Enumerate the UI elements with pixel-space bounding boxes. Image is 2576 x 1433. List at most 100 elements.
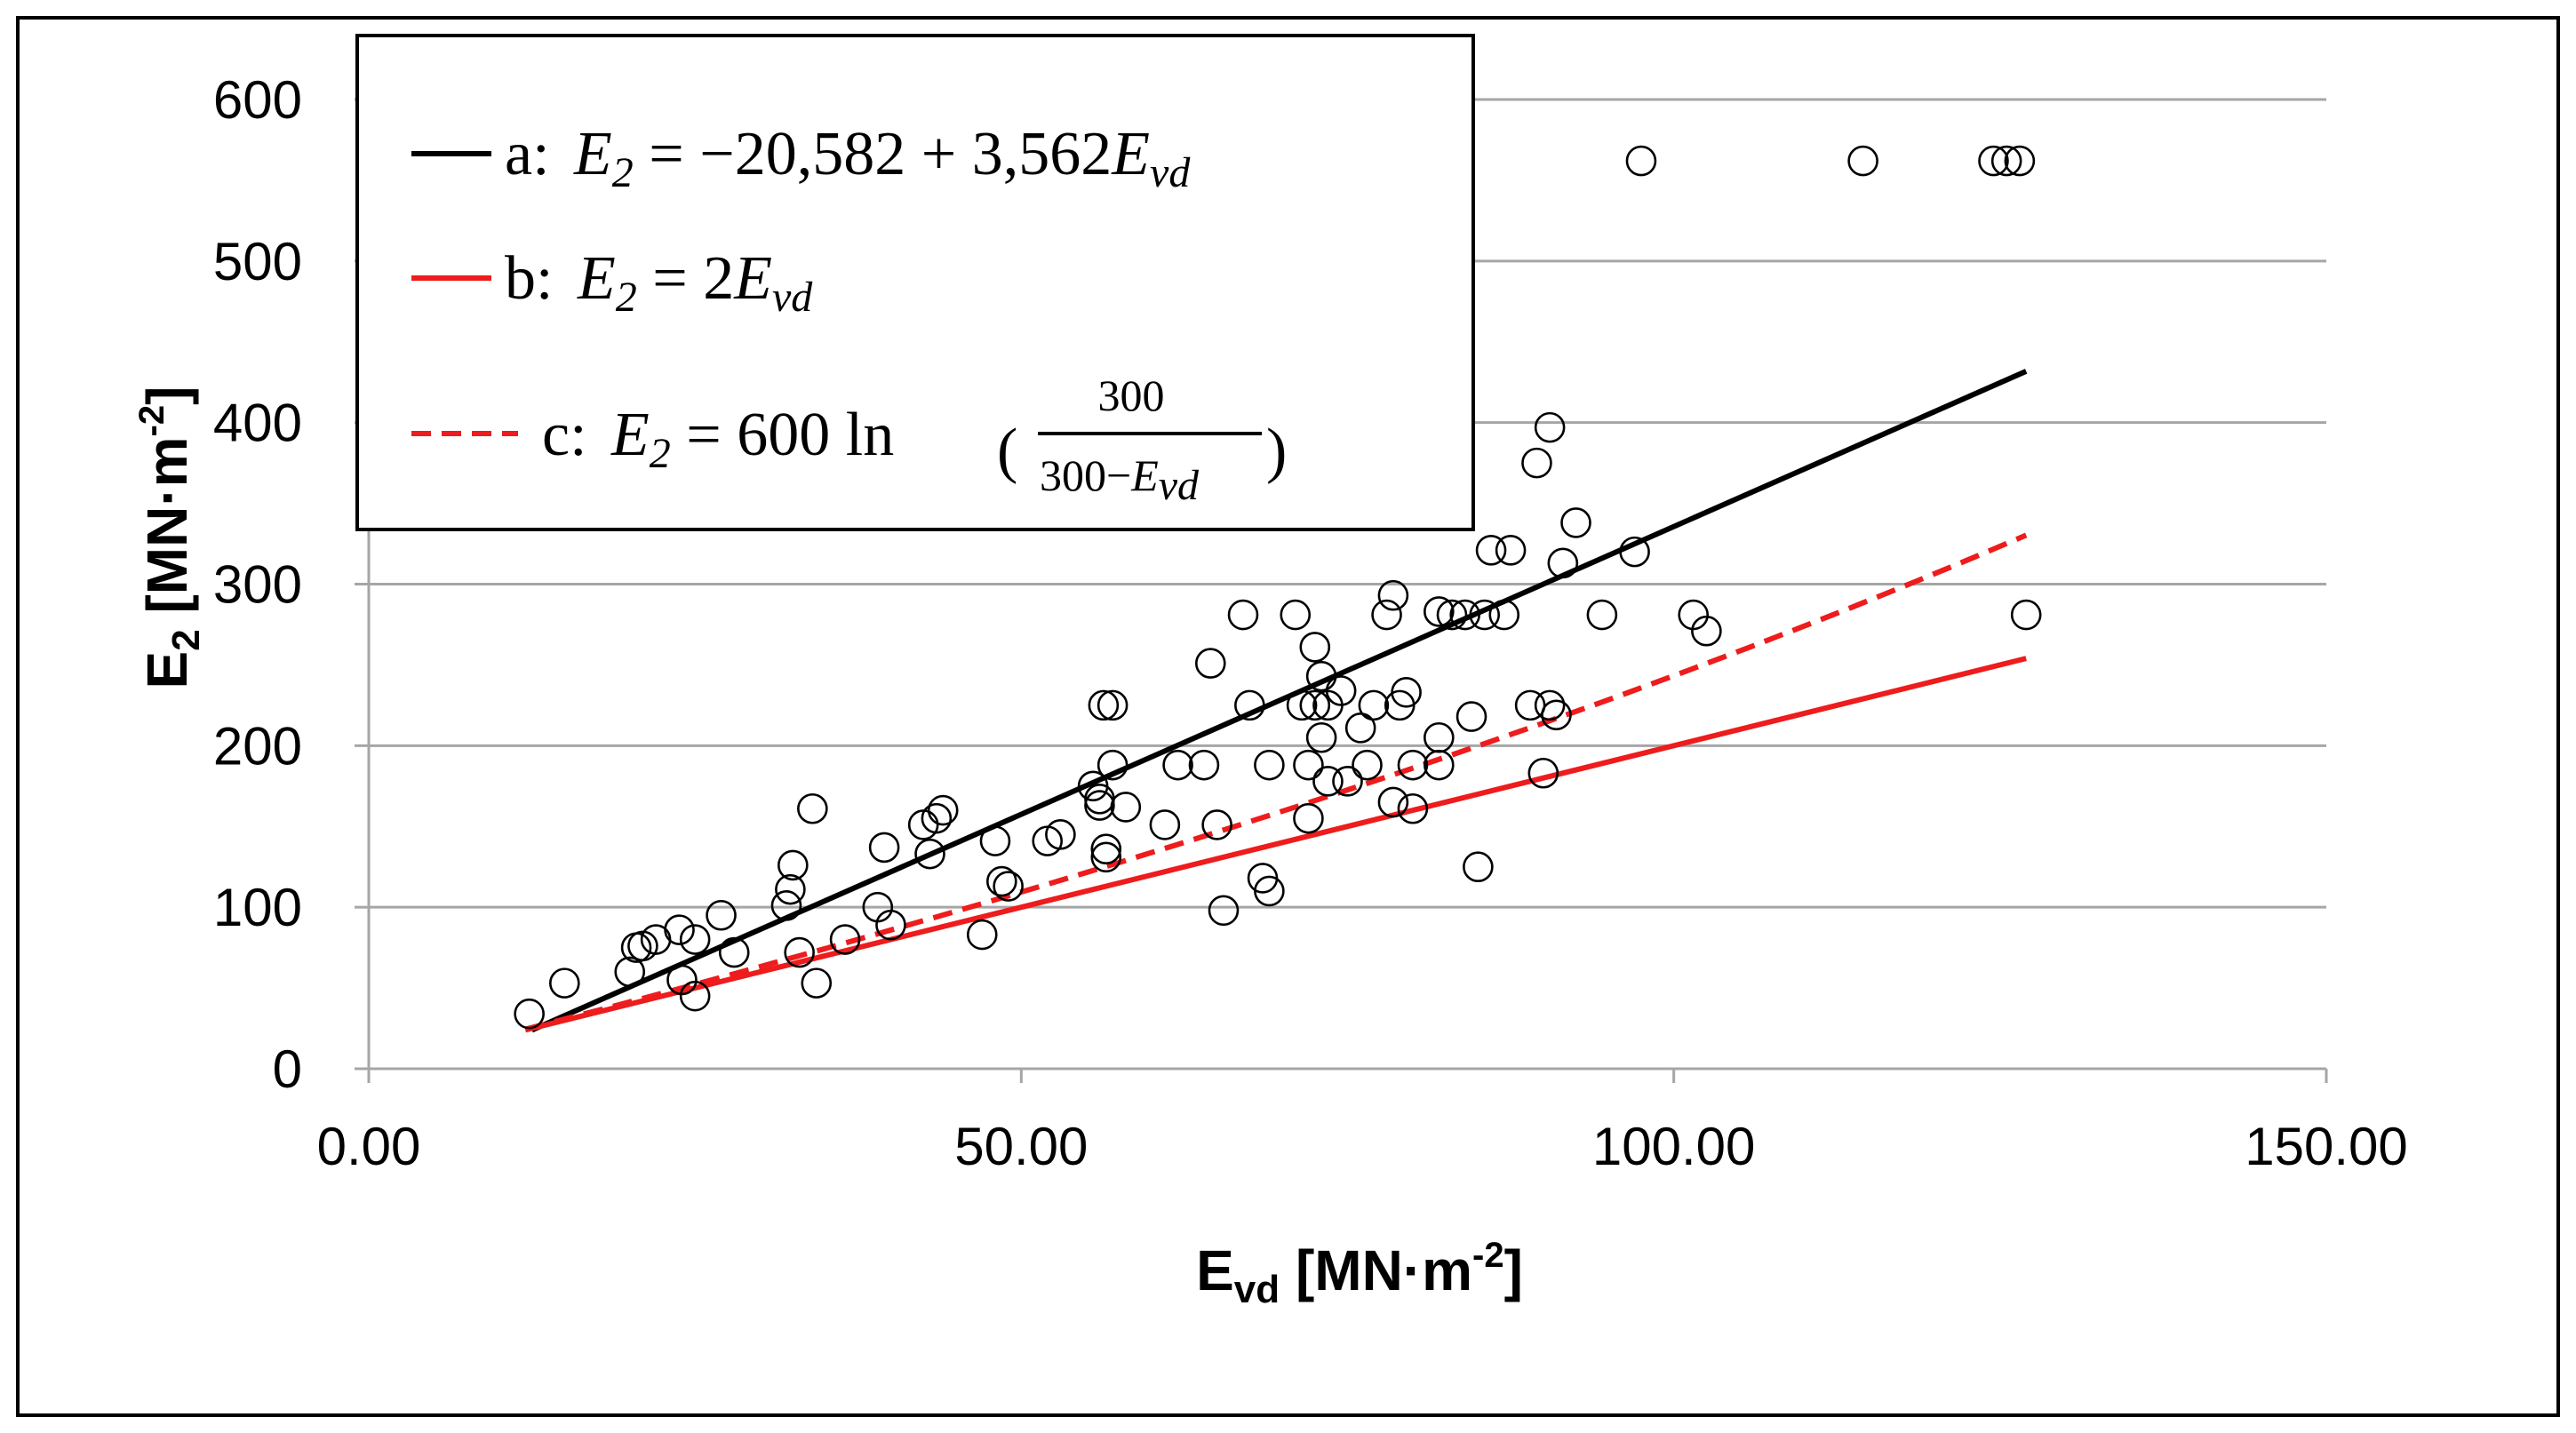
scatter-point-65 (1352, 749, 1383, 781)
x-axis-title-main: E (1196, 1238, 1234, 1302)
y-tick-label-500: 500 (213, 232, 302, 291)
y-axis-title-sup: -2 (132, 405, 171, 437)
x-axis-title-close: ] (1504, 1238, 1523, 1302)
scatter-point-97 (1691, 615, 1722, 647)
scatter-point-80 (1463, 851, 1494, 883)
legend-a-rhs-var: E (1111, 120, 1150, 188)
scatter-point-89 (1534, 689, 1566, 721)
scatter-point-12 (770, 890, 802, 921)
y-axis-title-unit: [MN·m (135, 436, 199, 629)
scatter-point-72 (1397, 749, 1429, 781)
legend-b-lhs: E (577, 244, 616, 313)
y-tick-label-600: 600 (213, 70, 302, 130)
scatter-point-71 (1391, 677, 1422, 708)
scatter-point-90 (1541, 699, 1572, 731)
scatter-point-78 (1449, 599, 1480, 631)
scatter-point-95 (1625, 145, 1657, 177)
legend-a-rhs-sub: vd (1150, 149, 1191, 196)
scatter-point-17 (801, 967, 833, 999)
scatter-point-44 (1194, 648, 1226, 679)
x-tick-label-2: 100.00 (1592, 1117, 1756, 1176)
scatter-point-52 (1280, 599, 1312, 631)
scatter-point-54 (1293, 802, 1324, 834)
legend-a-equals: = (634, 120, 699, 188)
scatter-point-13 (775, 873, 806, 905)
scatter-point-42 (1162, 749, 1193, 781)
scatter-point-92 (1560, 507, 1591, 538)
scatter-point-26 (966, 919, 998, 951)
legend-c-close-paren: ) (1266, 417, 1287, 485)
x-axis-title-unit: [MN·m (1280, 1238, 1472, 1302)
scatter-point-59 (1305, 660, 1337, 692)
scatter-point-0 (514, 998, 545, 1030)
legend-b-equals: = (637, 244, 703, 313)
legend-c-lhs: E (610, 401, 650, 469)
fit-line-a (530, 369, 2028, 1033)
scatter-point-77 (1436, 599, 1468, 631)
scatter-point-61 (1312, 766, 1344, 797)
scatter-point-40 (1110, 792, 1142, 823)
legend-b-label: b: (505, 244, 553, 313)
legend-c-open-paren: ( (997, 417, 1017, 485)
scatter-point-76 (1424, 596, 1455, 627)
x-axis-title-sub: vd (1234, 1268, 1280, 1311)
scatter-point-67 (1371, 599, 1402, 631)
scatter-point-27 (979, 825, 1011, 856)
scatter-point-15 (784, 936, 815, 968)
scatter-point-99 (1978, 145, 2009, 177)
y-axis-title: E2 [MN·m-2] (132, 386, 208, 689)
scatter-point-16 (797, 792, 828, 824)
legend-c-denom-var: E (1130, 450, 1159, 500)
scatter-point-87 (1527, 757, 1559, 789)
x-tick-label-3: 150.00 (2245, 1117, 2408, 1176)
y-tick-label-400: 400 (213, 394, 302, 453)
x-axis-title: Evd [MN·m-2] (1196, 1236, 1523, 1311)
scatter-point-62 (1325, 675, 1357, 706)
scatter-point-86 (1521, 447, 1552, 479)
scatter-point-6 (664, 914, 695, 945)
scatter-point-57 (1299, 632, 1331, 663)
y-tick-label-300: 300 (213, 555, 302, 615)
legend-c-lhs-sub: 2 (650, 430, 671, 477)
scatter-point-68 (1377, 579, 1409, 611)
legend-a-lhs-sub: 2 (612, 149, 634, 196)
legend-entry-c: c: E2 = 600 ln (542, 401, 894, 477)
scatter-point-93 (1586, 599, 1618, 631)
scatter-point-88 (1534, 411, 1566, 443)
scatter-point-48 (1234, 689, 1265, 721)
scatter-point-23 (914, 838, 945, 870)
legend-b-rhs: 2 (703, 244, 734, 313)
scatter-point-84 (1495, 535, 1527, 566)
scatter-point-75 (1424, 749, 1455, 781)
scatter-point-66 (1358, 689, 1390, 721)
scatter-point-9 (679, 980, 711, 1012)
legend-a-rhs: −20,582 + 3,562 (699, 120, 1112, 188)
legend-c-label: c: (542, 401, 587, 469)
fit-lines (524, 369, 2028, 1033)
scatter-point-83 (1488, 599, 1520, 631)
legend-entry-b: b: E2 = 2Evd (505, 244, 813, 321)
scatter-point-64 (1344, 713, 1376, 744)
scatter-point-94 (1619, 536, 1650, 568)
scatter-point-29 (993, 871, 1024, 902)
y-tick-label-0: 0 (273, 1039, 302, 1099)
scatter-point-69 (1377, 786, 1409, 818)
legend-b-lhs-sub: 2 (616, 274, 637, 321)
scatter-point-39 (1097, 749, 1128, 781)
scatter-point-36 (1090, 841, 1122, 873)
x-axis-title-sup: -2 (1472, 1236, 1504, 1275)
scatter-point-1 (548, 967, 580, 999)
scatter-point-31 (1045, 819, 1076, 850)
y-tick-label-200: 200 (213, 716, 302, 776)
scatter-point-45 (1201, 809, 1232, 840)
legend-c-denom-sub: vd (1159, 462, 1200, 509)
scatter-point-53 (1286, 689, 1318, 721)
legend-c-denominator: 300−Evd (1040, 450, 1200, 509)
y-axis-title-main: E (135, 651, 199, 689)
scatter-points (514, 145, 2042, 1030)
scatter-point-24 (921, 802, 953, 834)
scatter-point-55 (1293, 749, 1324, 781)
scatter-point-43 (1188, 749, 1220, 781)
scatter-point-11 (718, 936, 750, 968)
fit-line-b (524, 656, 2027, 1033)
